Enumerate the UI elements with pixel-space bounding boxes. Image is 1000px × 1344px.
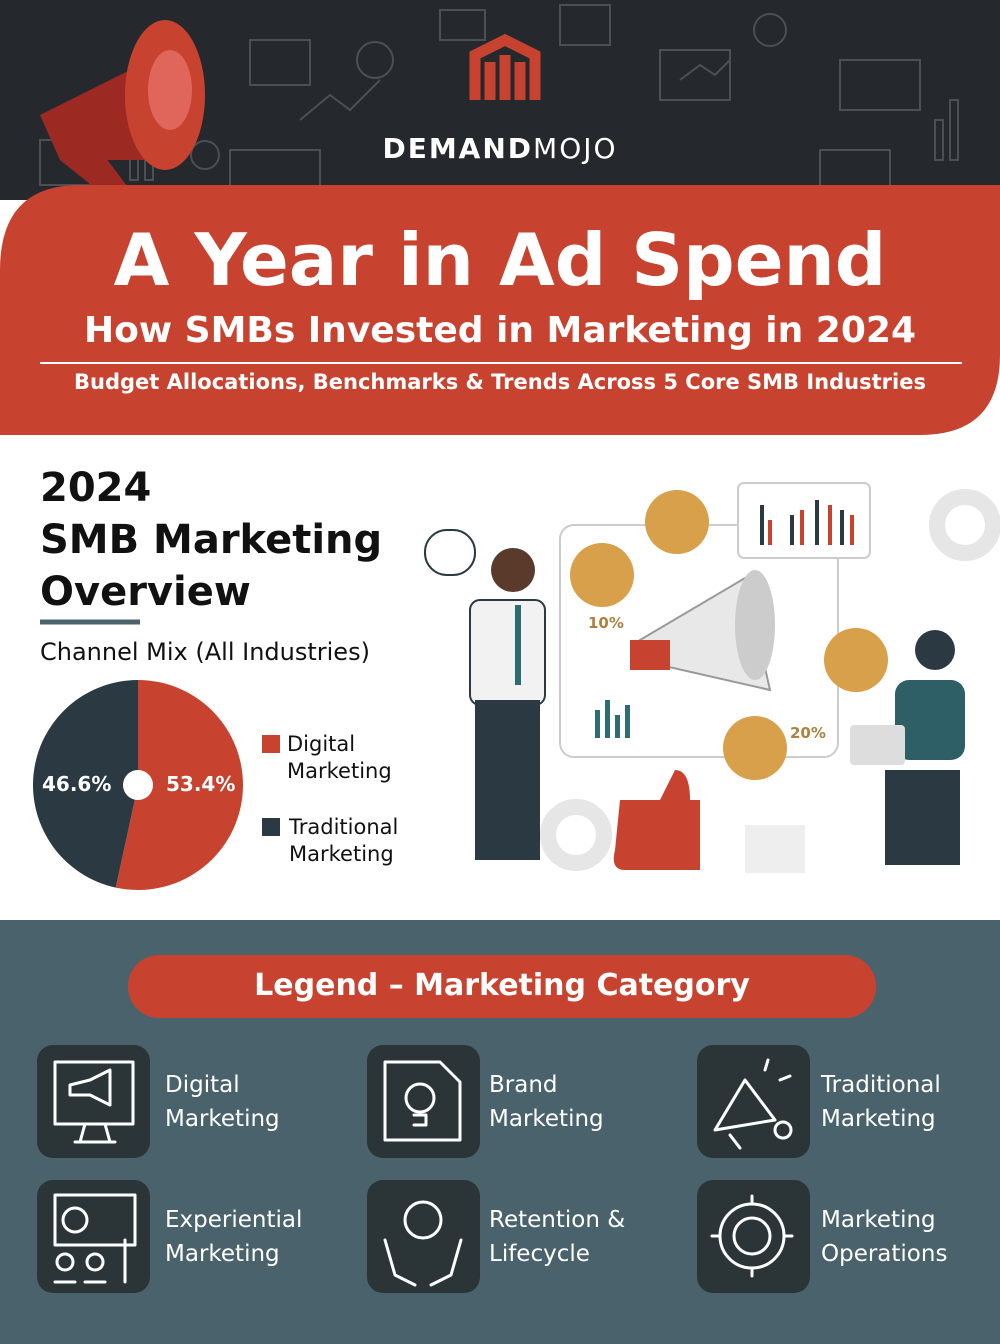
pattern	[39, 4, 959, 196]
logo	[469, 33, 541, 100]
category-label: Brand Marketing	[489, 1068, 604, 1136]
brand-bold: DEMAND	[382, 132, 534, 165]
category-label: Experiential Marketing	[165, 1203, 302, 1271]
legend-title: Legend – Marketing Category	[254, 968, 750, 1003]
legend-pill	[128, 955, 876, 1018]
legend-entry: Traditional Marketing	[289, 815, 399, 866]
legend-swatch	[262, 818, 280, 836]
category-line: Retention &	[489, 1207, 626, 1233]
title-banner	[0, 185, 1000, 435]
category-line: Lifecycle	[489, 1241, 590, 1267]
overview-heading: 2024 SMB Marketing Overview	[40, 462, 382, 618]
tagline: Budget Allocations, Benchmarks & Trends …	[74, 370, 926, 394]
legend-swatch	[262, 735, 280, 753]
subtitle: How SMBs Invested in Marketing in 2024	[83, 310, 916, 351]
category-line: Marketing	[821, 1106, 936, 1132]
category-line: Marketing	[821, 1207, 936, 1233]
illustration	[424, 482, 1000, 873]
pie-center	[123, 770, 153, 800]
heading-line: SMB Marketing	[40, 517, 383, 563]
category-line: Marketing	[165, 1241, 280, 1267]
pie-chart	[32, 680, 243, 890]
chart-title: Channel Mix (All Industries)	[40, 638, 370, 666]
category-icons	[53, 1058, 794, 1287]
category-line: Brand	[489, 1072, 558, 1098]
pie-slice	[115, 680, 243, 890]
pie-label: 46.6%	[42, 772, 112, 796]
category-line: Marketing	[165, 1106, 280, 1132]
brand: DEMANDMOJO	[0, 132, 1000, 165]
category-label: Retention & Lifecycle	[489, 1203, 625, 1271]
legend-entry: Digital Marketing	[287, 732, 392, 783]
category-line: Operations	[821, 1241, 948, 1267]
heading-line: 2024	[40, 465, 152, 511]
category-line: Digital	[165, 1072, 240, 1098]
category-label: Marketing Operations	[821, 1203, 947, 1271]
heading-line: Overview	[40, 569, 251, 615]
pie-label: 53.4%	[166, 772, 236, 796]
brand-light: MOJO	[533, 132, 618, 165]
badge: 10%	[588, 614, 624, 632]
category-label: Digital Marketing	[165, 1068, 280, 1136]
category-line: Experiential	[165, 1207, 303, 1233]
pie-slice	[32, 680, 138, 888]
title: A Year in Ad Spend	[113, 218, 887, 302]
category-label: Traditional Marketing	[821, 1068, 941, 1136]
category-line: Marketing	[489, 1106, 604, 1132]
badge: 20%	[790, 724, 826, 742]
category-line: Traditional	[821, 1072, 941, 1098]
